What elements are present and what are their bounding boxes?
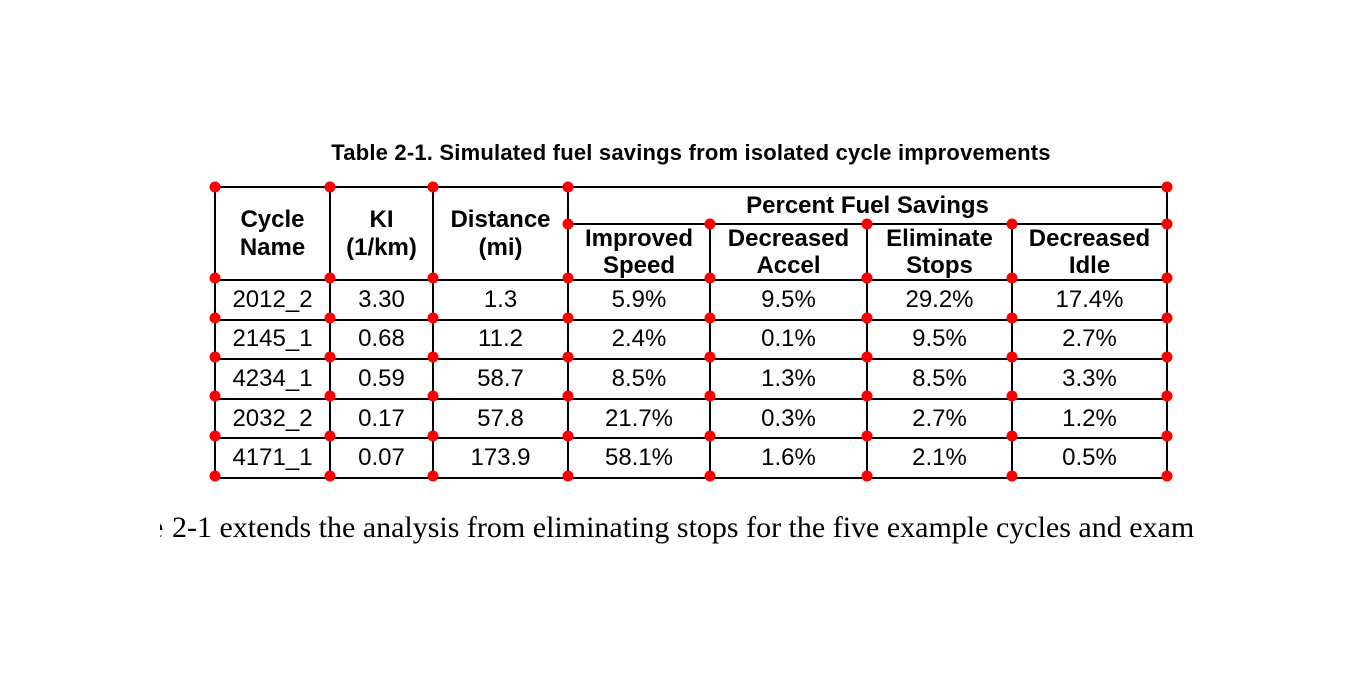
data-cell-ki: 0.07 [329,437,434,479]
data-cell-ki: 0.59 [329,358,434,400]
header-cell-decreased-idle: Decreased Idle [1010,223,1169,281]
body-text: e2-1 extends the analysis from eliminati… [160,511,1360,545]
data-cell-ki: 3.30 [329,279,434,321]
data-cell-distance: 1.3 [432,279,569,321]
header-cell-eliminate-stops: Eliminate Stops [866,223,1013,281]
data-cell-improved-speed: 5.9% [567,279,711,321]
data-cell-cycle-name: 2012_2 [214,279,331,321]
header-cell-improved-speed: Improved Speed [567,223,711,281]
clipped-character: e [160,511,165,545]
data-cell-eliminate-stops: 2.7% [866,397,1013,440]
data-cell-decreased-idle: 2.7% [1010,318,1169,361]
table-row: 4234_1 0.59 58.7 8.5% 1.3% 8.5% 3.3% [214,358,1169,400]
data-cell-improved-speed: 2.4% [567,318,711,361]
header-line: Distance [450,205,551,233]
data-cell-distance: 173.9 [432,437,569,479]
data-cell-decreased-idle: 3.3% [1010,358,1169,400]
table-row: 2012_2 3.30 1.3 5.9% 9.5% 29.2% 17.4% [214,279,1169,321]
header-line: Accel [756,252,821,279]
header-line: (1/km) [346,233,417,261]
data-cell-ki: 0.17 [329,397,434,440]
data-cell-cycle-name: 2032_2 [214,397,331,440]
header-line: Improved [584,225,694,252]
data-cell-decreased-accel: 1.3% [709,358,868,400]
table-row: 2145_1 0.68 11.2 2.4% 0.1% 9.5% 2.7% [214,318,1169,361]
data-cell-improved-speed: 8.5% [567,358,711,400]
data-cell-decreased-idle: 1.2% [1010,397,1169,440]
data-cell-decreased-idle: 0.5% [1010,437,1169,479]
header-line: Speed [602,252,676,279]
data-cell-decreased-accel: 9.5% [709,279,868,321]
fuel-savings-table: Cycle Name KI (1/km) Distance (mi) Perce… [214,186,1169,479]
table-row: 2032_2 0.17 57.8 21.7% 0.3% 2.7% 1.2% [214,397,1169,440]
header-cell-distance: Distance (mi) [432,186,569,281]
table-header-row-top: Cycle Name KI (1/km) Distance (mi) Perce… [214,186,1169,281]
data-cell-decreased-accel: 0.1% [709,318,868,361]
header-line: KI [369,205,394,233]
header-line: Cycle [240,205,305,233]
data-cell-eliminate-stops: 8.5% [866,358,1013,400]
header-line: Name [239,233,306,261]
header-line: Decreased [727,225,850,252]
data-cell-cycle-name: 2145_1 [214,318,331,361]
data-cell-decreased-accel: 1.6% [709,437,868,479]
header-cell-cycle-name: Cycle Name [214,186,331,281]
data-cell-cycle-name: 4171_1 [214,437,331,479]
data-cell-distance: 58.7 [432,358,569,400]
header-line: Idle [1068,252,1111,279]
header-cell-percent-fuel-savings: Percent Fuel Savings [566,186,1169,225]
table-title: Table 2-1. Simulated fuel savings from i… [331,140,1051,165]
header-line: Decreased [1028,225,1151,252]
table-header-row-sub: Improved Speed Decreased Accel Eliminate… [215,223,1169,281]
header-line: Stops [906,252,973,279]
table-row: 4171_1 0.07 173.9 58.1% 1.6% 2.1% 0.5% [214,437,1169,479]
header-line: (mi) [478,233,523,261]
data-cell-eliminate-stops: 2.1% [866,437,1013,479]
data-cell-distance: 57.8 [432,397,569,440]
data-cell-improved-speed: 21.7% [567,397,711,440]
header-line: Eliminate [886,225,993,252]
data-cell-distance: 11.2 [432,318,569,361]
data-cell-decreased-accel: 0.3% [709,397,868,440]
header-cell-ki: KI (1/km) [329,186,434,281]
data-cell-cycle-name: 4234_1 [214,358,331,400]
data-cell-eliminate-stops: 9.5% [866,318,1013,361]
data-cell-decreased-idle: 17.4% [1010,279,1169,321]
body-text-content: 2-1 extends the analysis from eliminatin… [172,511,1195,544]
header-cell-decreased-accel: Decreased Accel [709,223,868,281]
data-cell-eliminate-stops: 29.2% [866,279,1013,321]
data-cell-improved-speed: 58.1% [567,437,711,479]
data-cell-ki: 0.68 [329,318,434,361]
